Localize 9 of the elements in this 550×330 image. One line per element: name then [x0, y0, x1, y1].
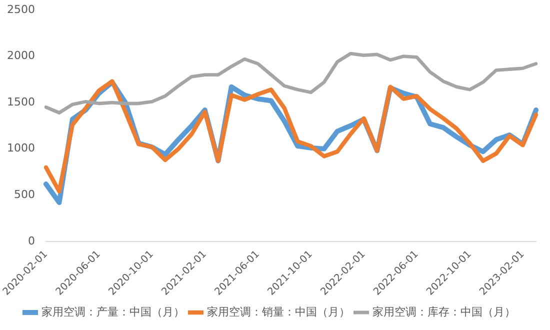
legend-label: 家用空调：库存：中国（月） [372, 305, 516, 318]
y-tick-label: 500 [14, 188, 35, 201]
legend-label: 家用空调：销量：中国（月） [206, 305, 350, 318]
y-tick-label: 2000 [6, 49, 35, 62]
y-tick-label: 2500 [6, 2, 35, 16]
legend-label: 家用空调：产量：中国（月） [41, 305, 184, 318]
y-tick-label: 0 [28, 234, 35, 248]
y-tick-label: 1000 [6, 142, 35, 155]
y-tick-label: 1500 [6, 95, 35, 108]
